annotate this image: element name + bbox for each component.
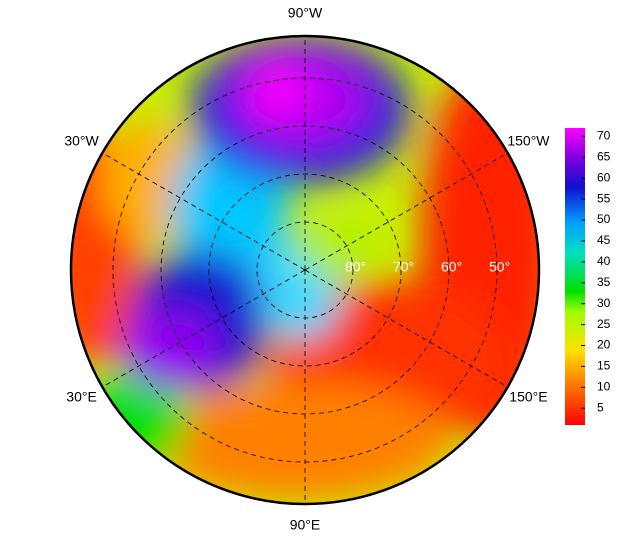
meridian [304, 152, 508, 271]
colorbar-tick-label: 70 [597, 129, 611, 143]
colorbar-tick-label: 60 [597, 170, 611, 184]
colorbar [565, 128, 585, 425]
longitude-label: 90°W [288, 5, 323, 21]
colorbar-tick-label: 10 [597, 380, 611, 394]
longitude-label: 90°E [290, 517, 321, 533]
map-border [69, 34, 541, 506]
colorbar-tick-label: 15 [597, 359, 611, 373]
colorbar-tick-label: 30 [597, 296, 611, 310]
colorbar-tick-label: 20 [597, 338, 611, 352]
parallel [256, 221, 354, 319]
longitude-label: 30°W [64, 133, 99, 149]
latitude-label: 50° [489, 259, 510, 275]
longitude-label: 150°W [507, 133, 550, 149]
field [71, 36, 539, 504]
latitude-label: 70° [393, 259, 414, 275]
colorbar-tick-label: 65 [597, 149, 611, 163]
colorbar-tick-label: 5 [597, 400, 604, 414]
colorbar-tick-label: 45 [597, 233, 611, 247]
colorbar-tick-label: 50 [597, 212, 611, 226]
colorbar-ticks: 5 10 15 20 25 30 35 40 45 50 55 60 65 70 [581, 129, 611, 414]
parallel [208, 173, 402, 367]
colorbar-tick-label: 35 [597, 275, 611, 289]
parallel [160, 125, 450, 415]
colorbar-tick-label: 40 [597, 254, 611, 268]
meridian [304, 269, 508, 388]
latitude-label: 60° [441, 259, 462, 275]
colorbar-tick-label: 55 [597, 191, 611, 205]
parallel [112, 77, 498, 463]
meridian [102, 269, 306, 388]
longitude-label: 30°E [66, 389, 97, 405]
longitude-label: 150°E [509, 389, 547, 405]
colorbar-tick-label: 25 [597, 317, 611, 331]
latitude-label: 80° [345, 259, 366, 275]
labels: 90°W 30°W 150°W 30°E 150°E 90°E 80° 70° 60° 50° [64, 5, 550, 533]
graticule [102, 36, 508, 504]
meridian [102, 152, 306, 271]
